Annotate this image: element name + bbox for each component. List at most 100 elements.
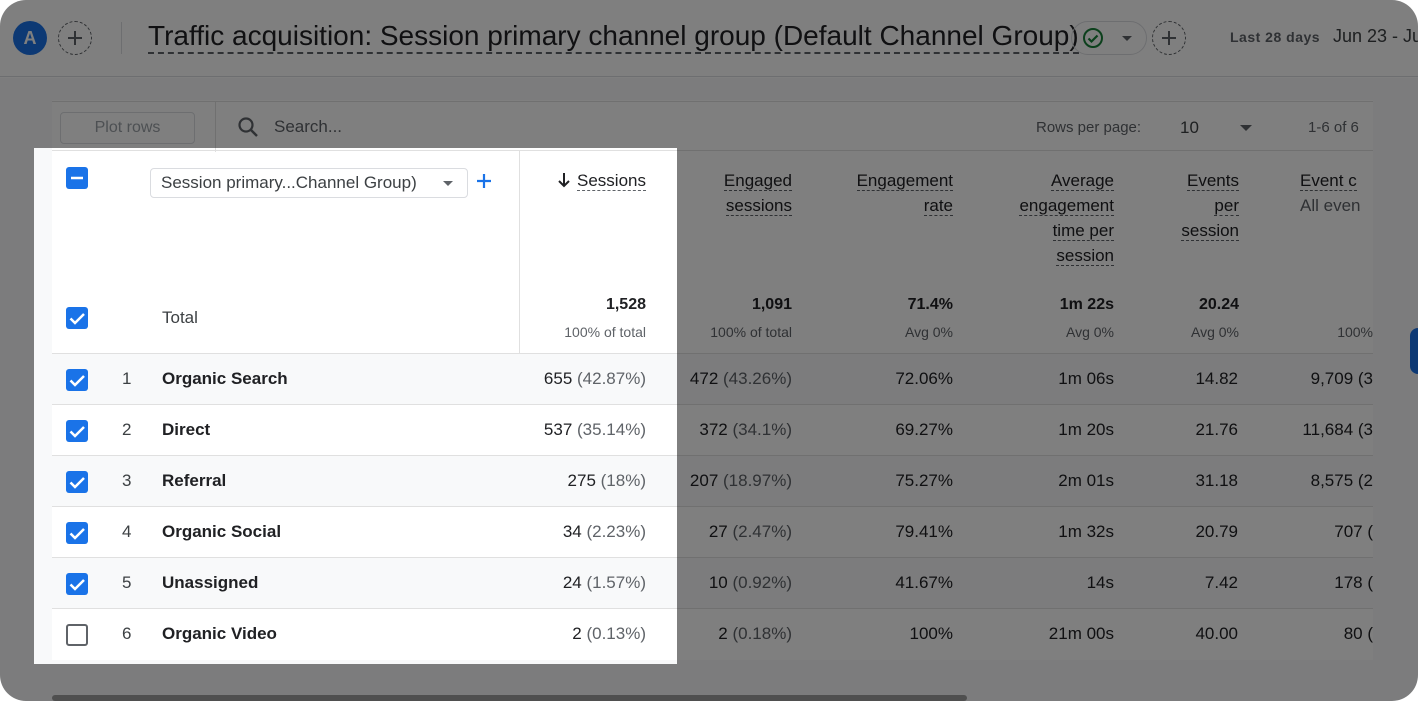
row-sessions-value: 34 <box>562 522 582 541</box>
total-row-checkbox[interactable] <box>66 307 88 329</box>
table-row[interactable]: 3 Referral 275 (18%) 207 (18.97%) 75.27% 2m 0… <box>52 455 1373 506</box>
row-engaged-pct: (34.1%) <box>732 420 792 439</box>
row-avg-time: 1m 20s <box>1058 420 1114 439</box>
header-line: Average <box>1050 171 1114 191</box>
table-row[interactable]: 2 Direct 537 (35.14%) 372 (34.1%) 69.27% 1m 2… <box>52 404 1373 455</box>
table-row[interactable]: 1 Organic Search 655 (42.87%) 472 (43.26%) 7… <box>52 353 1373 404</box>
row-checkbox[interactable] <box>66 624 88 646</box>
total-engaged: 1,091 <box>751 296 792 313</box>
row-checkbox[interactable] <box>66 471 88 493</box>
column-header-sessions[interactable]: Sessions <box>520 168 646 193</box>
date-range-label: Last 28 days <box>1230 29 1321 45</box>
report-header: A Traffic acquisition: Session primary c… <box>0 0 1418 77</box>
total-label: Total <box>162 308 198 327</box>
add-filter-button[interactable] <box>1152 21 1186 55</box>
page-title: Traffic acquisition: Session primary cha… <box>148 20 1079 54</box>
header-subline: All even <box>1300 196 1361 215</box>
total-events-per-session-sub: Avg 0% <box>1191 324 1239 340</box>
row-engaged-value: 2 <box>718 624 728 643</box>
total-events-per-session: 20.24 <box>1198 296 1239 313</box>
chevron-down-icon <box>443 181 453 186</box>
total-sessions: 1,528 <box>605 296 646 313</box>
row-engaged: 2 (0.18%) <box>670 624 792 644</box>
report-status-menu[interactable] <box>1071 21 1147 55</box>
total-event-count-sub: 100% <box>1337 324 1373 340</box>
row-event-count: 9,709 (3 <box>1295 369 1373 389</box>
column-header-avg-engagement-time[interactable]: Average engagement time per session <box>980 168 1114 268</box>
header-line: Event c <box>1300 171 1357 191</box>
row-checkbox[interactable] <box>66 573 88 595</box>
select-all-checkbox[interactable] <box>66 167 88 189</box>
row-engagement-rate: 75.27% <box>895 471 953 490</box>
row-index: 4 <box>122 522 132 541</box>
total-avg-time: 1m 22s <box>1059 296 1114 313</box>
checkmark-icon <box>69 528 85 540</box>
dimension-select[interactable]: Session primary...Channel Group) <box>150 168 468 198</box>
check-circle-icon <box>1083 28 1103 48</box>
row-sessions-pct: (2.23%) <box>586 522 646 541</box>
column-header-sessions-label: Sessions <box>577 171 646 191</box>
row-sessions: 24 (1.57%) <box>520 573 646 593</box>
sort-descending-icon <box>558 173 570 188</box>
header-line: Engaged <box>723 171 792 191</box>
horizontal-scrollbar[interactable] <box>52 695 967 701</box>
row-events-per-session: 14.82 <box>1195 369 1238 388</box>
row-engagement-rate: 79.41% <box>895 522 953 541</box>
table-row[interactable]: 6 Organic Video 2 (0.13%) 2 (0.18%) 100% 21m … <box>52 608 1373 659</box>
row-sessions: 655 (42.87%) <box>520 369 646 389</box>
row-checkbox[interactable] <box>66 420 88 442</box>
plot-rows-button[interactable]: Plot rows <box>60 112 195 144</box>
header-line: sessions <box>725 196 792 216</box>
row-sessions: 537 (35.14%) <box>520 420 646 440</box>
toolbar-divider <box>215 102 216 152</box>
row-index: 1 <box>122 369 132 388</box>
row-event-count-value: 11,684 (3 <box>1302 420 1373 439</box>
row-avg-time: 1m 06s <box>1058 369 1114 388</box>
add-dimension-icon[interactable] <box>476 173 492 189</box>
side-panel-tab[interactable] <box>1410 328 1418 374</box>
row-sessions-value: 655 <box>543 369 573 388</box>
add-comparison-button[interactable] <box>58 21 92 55</box>
header-line: Events <box>1187 171 1239 191</box>
row-channel-name: Organic Social <box>162 522 282 541</box>
row-engagement-rate: 100% <box>909 624 953 643</box>
row-checkbox[interactable] <box>66 522 88 544</box>
total-engagement-rate-sub: Avg 0% <box>905 324 953 340</box>
row-avg-time: 14s <box>1086 573 1114 592</box>
row-engaged-pct: (43.26%) <box>723 369 792 388</box>
row-sessions: 2 (0.13%) <box>520 624 646 644</box>
row-engaged: 10 (0.92%) <box>670 573 792 593</box>
row-sessions-value: 2 <box>572 624 582 643</box>
checkmark-icon <box>69 375 85 387</box>
header-divider <box>121 22 122 54</box>
row-events-per-session: 40.00 <box>1195 624 1238 643</box>
date-range-picker[interactable]: Jun 23 - Ju <box>1333 26 1418 46</box>
indeterminate-icon <box>71 176 83 180</box>
table-row[interactable]: 4 Organic Social 34 (2.23%) 27 (2.47%) 79.41… <box>52 506 1373 557</box>
row-sessions-pct: (1.57%) <box>586 573 646 592</box>
row-sessions-value: 24 <box>562 573 582 592</box>
row-event-count-value: 178 ( <box>1334 573 1373 592</box>
row-checkbox[interactable] <box>66 369 88 391</box>
row-sessions-value: 537 <box>543 420 573 439</box>
row-events-per-session: 20.79 <box>1195 522 1238 541</box>
header-line: rate <box>923 196 953 216</box>
column-header-event-count[interactable]: Event c All even <box>1300 168 1400 218</box>
row-engaged-value: 27 <box>708 522 728 541</box>
header-line: engagement <box>1019 196 1114 216</box>
search-input[interactable] <box>274 114 574 140</box>
account-avatar[interactable]: A <box>13 21 47 55</box>
row-event-count-value: 80 ( <box>1343 624 1373 643</box>
row-event-count: 8,575 (2 <box>1295 471 1373 491</box>
chevron-down-icon <box>1240 125 1252 131</box>
row-engaged-pct: (0.92%) <box>732 573 792 592</box>
column-header-engaged-sessions[interactable]: Engaged sessions <box>680 168 792 218</box>
row-event-count-value: 9,709 (3 <box>1310 369 1373 388</box>
column-header-events-per-session[interactable]: Events per session <box>1140 168 1239 243</box>
rows-per-page-label: Rows per page: <box>1036 119 1142 136</box>
column-header-engagement-rate[interactable]: Engagement rate <box>820 168 953 218</box>
table-row[interactable]: 5 Unassigned 24 (1.57%) 10 (0.92%) 41.67% 14s… <box>52 557 1373 608</box>
plus-icon <box>1162 31 1176 45</box>
rows-per-page-select[interactable]: 10 <box>1180 115 1260 141</box>
